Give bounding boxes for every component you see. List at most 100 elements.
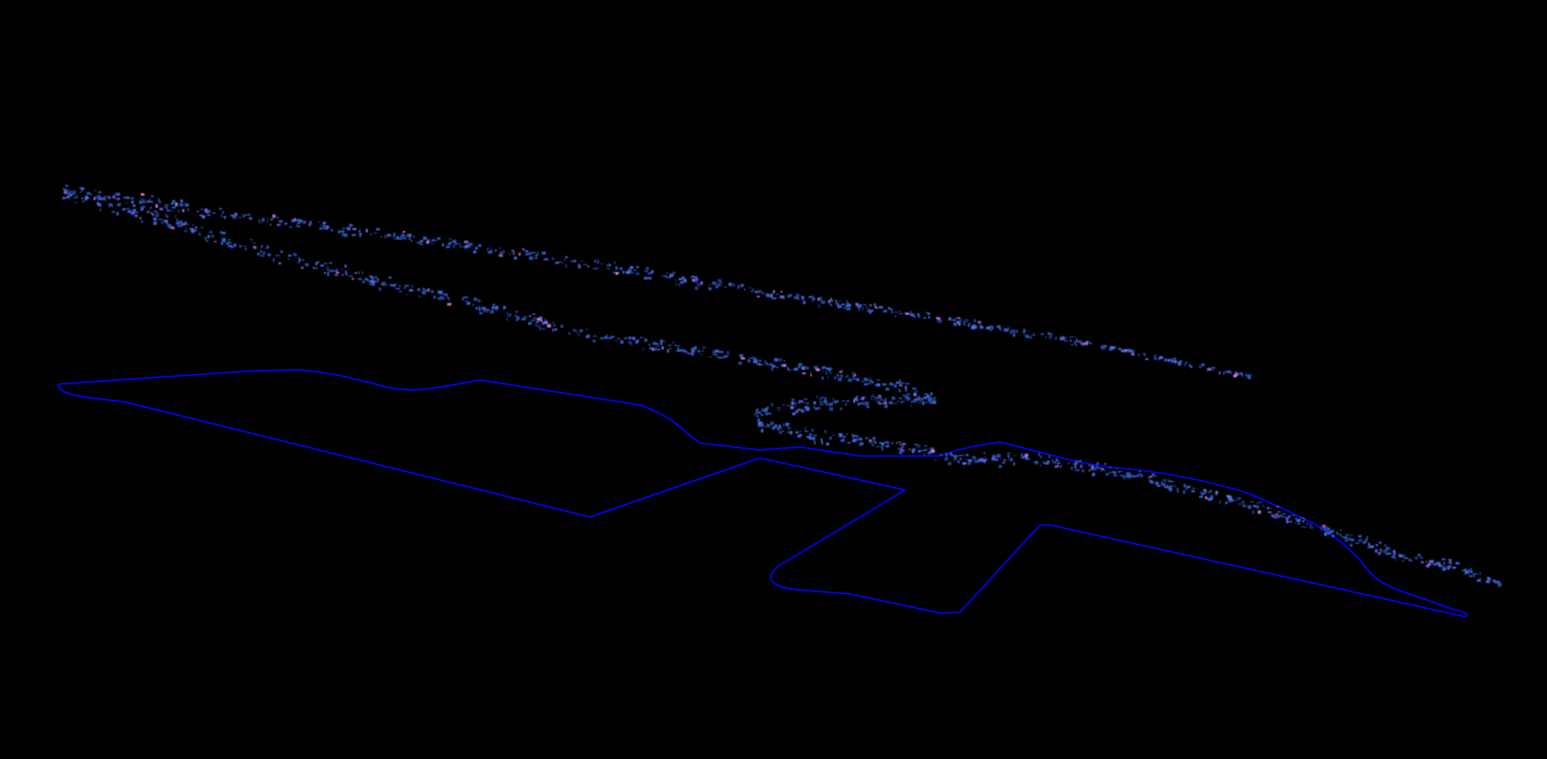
point-cloud-point bbox=[1090, 464, 1094, 467]
point-cloud-point bbox=[900, 382, 905, 384]
point-cloud-point bbox=[629, 272, 633, 274]
point-cloud-point bbox=[65, 190, 68, 194]
point-cloud-point bbox=[446, 297, 450, 299]
point-cloud-point bbox=[418, 243, 423, 245]
point-cloud-point bbox=[821, 441, 824, 445]
point-cloud-point bbox=[266, 221, 269, 222]
point-cloud-point bbox=[770, 422, 772, 426]
point-cloud-point bbox=[384, 283, 387, 286]
point-cloud-point bbox=[906, 393, 911, 396]
point-cloud-point bbox=[73, 197, 78, 199]
point-cloud-point bbox=[1464, 570, 1469, 574]
point-cloud-point bbox=[1210, 367, 1213, 371]
point-cloud-point bbox=[1113, 347, 1115, 350]
point-cloud-point bbox=[153, 210, 158, 212]
point-cloud-point bbox=[172, 200, 176, 203]
point-cloud-point bbox=[1453, 566, 1456, 568]
point-cloud-point bbox=[801, 401, 806, 404]
point-cloud-point bbox=[866, 406, 870, 409]
point-cloud-point bbox=[952, 318, 957, 322]
point-cloud-point bbox=[989, 328, 992, 332]
point-cloud-point bbox=[643, 276, 648, 280]
point-cloud-point bbox=[700, 353, 703, 355]
point-cloud-point bbox=[1033, 333, 1035, 336]
point-cloud-point bbox=[747, 359, 751, 363]
point-cloud-point bbox=[924, 402, 928, 403]
point-cloud-point bbox=[398, 239, 402, 240]
point-cloud-point bbox=[953, 456, 957, 459]
point-cloud-point bbox=[878, 395, 882, 397]
point-cloud-point bbox=[1138, 470, 1142, 473]
point-cloud-point bbox=[600, 263, 604, 265]
point-cloud-point bbox=[62, 196, 67, 200]
point-cloud-point bbox=[1150, 481, 1154, 484]
point-cloud-point bbox=[764, 426, 769, 428]
point-cloud-point bbox=[573, 259, 577, 263]
point-cloud-point bbox=[874, 384, 877, 387]
point-cloud-point bbox=[696, 278, 699, 280]
point-cloud-point bbox=[863, 304, 867, 306]
point-cloud-point bbox=[384, 235, 386, 236]
point-cloud-point bbox=[1163, 485, 1168, 488]
point-cloud-point bbox=[853, 399, 856, 403]
point-cloud-point bbox=[936, 317, 941, 320]
point-cloud-point bbox=[873, 397, 877, 398]
point-cloud-point bbox=[758, 363, 762, 366]
point-cloud-point bbox=[838, 377, 842, 382]
point-cloud-point bbox=[1091, 473, 1096, 477]
point-cloud-point bbox=[928, 453, 931, 455]
point-cloud-point bbox=[478, 306, 481, 309]
point-cloud-point bbox=[464, 300, 468, 303]
point-cloud-point bbox=[1275, 513, 1279, 515]
point-cloud-point bbox=[1425, 564, 1430, 568]
point-cloud-point bbox=[183, 203, 185, 205]
point-cloud-point bbox=[1273, 515, 1278, 519]
point-cloud-point bbox=[983, 452, 986, 454]
point-cloud-point bbox=[570, 260, 573, 263]
point-cloud-point bbox=[818, 304, 821, 308]
point-cloud-point bbox=[537, 324, 540, 328]
point-cloud-point bbox=[1201, 493, 1204, 496]
point-cloud-point bbox=[899, 383, 902, 386]
point-cloud-point bbox=[72, 193, 74, 196]
point-cloud-point bbox=[876, 397, 880, 399]
point-cloud-point bbox=[535, 324, 538, 326]
point-cloud-point bbox=[944, 452, 948, 456]
point-cloud-point bbox=[1346, 534, 1349, 537]
point-cloud-point bbox=[1157, 485, 1161, 487]
point-cloud-point bbox=[176, 218, 178, 221]
point-cloud-point bbox=[876, 446, 880, 448]
point-cloud-point bbox=[579, 329, 583, 332]
point-cloud-point bbox=[918, 398, 920, 401]
point-cloud-point bbox=[122, 208, 126, 211]
point-cloud-point bbox=[712, 352, 715, 354]
point-cloud-point bbox=[1368, 542, 1370, 546]
point-cloud-point bbox=[796, 293, 800, 297]
point-cloud-point bbox=[252, 242, 254, 244]
point-cloud-point bbox=[979, 458, 984, 460]
point-cloud-point bbox=[648, 343, 651, 346]
point-cloud-point bbox=[953, 322, 957, 326]
point-cloud-point bbox=[1208, 367, 1210, 369]
point-cloud-point bbox=[762, 408, 764, 410]
point-cloud-point bbox=[791, 398, 795, 401]
point-cloud-point bbox=[327, 274, 329, 277]
point-cloud-point bbox=[448, 298, 450, 301]
point-cloud-point bbox=[1125, 474, 1129, 476]
point-cloud-point bbox=[74, 201, 77, 203]
point-cloud-point bbox=[117, 203, 121, 205]
point-cloud-point bbox=[475, 246, 478, 250]
point-cloud-point bbox=[934, 397, 936, 399]
point-cloud-point bbox=[461, 297, 464, 301]
point-cloud-point bbox=[829, 407, 834, 411]
point-cloud-point bbox=[1076, 341, 1080, 343]
point-cloud-point bbox=[768, 363, 773, 366]
point-cloud-point bbox=[198, 232, 201, 236]
point-cloud-point bbox=[860, 381, 865, 382]
point-cloud-point bbox=[1071, 467, 1073, 470]
point-cloud-point bbox=[159, 218, 163, 221]
point-cloud-point bbox=[1442, 568, 1444, 571]
point-cloud-point bbox=[824, 397, 827, 401]
